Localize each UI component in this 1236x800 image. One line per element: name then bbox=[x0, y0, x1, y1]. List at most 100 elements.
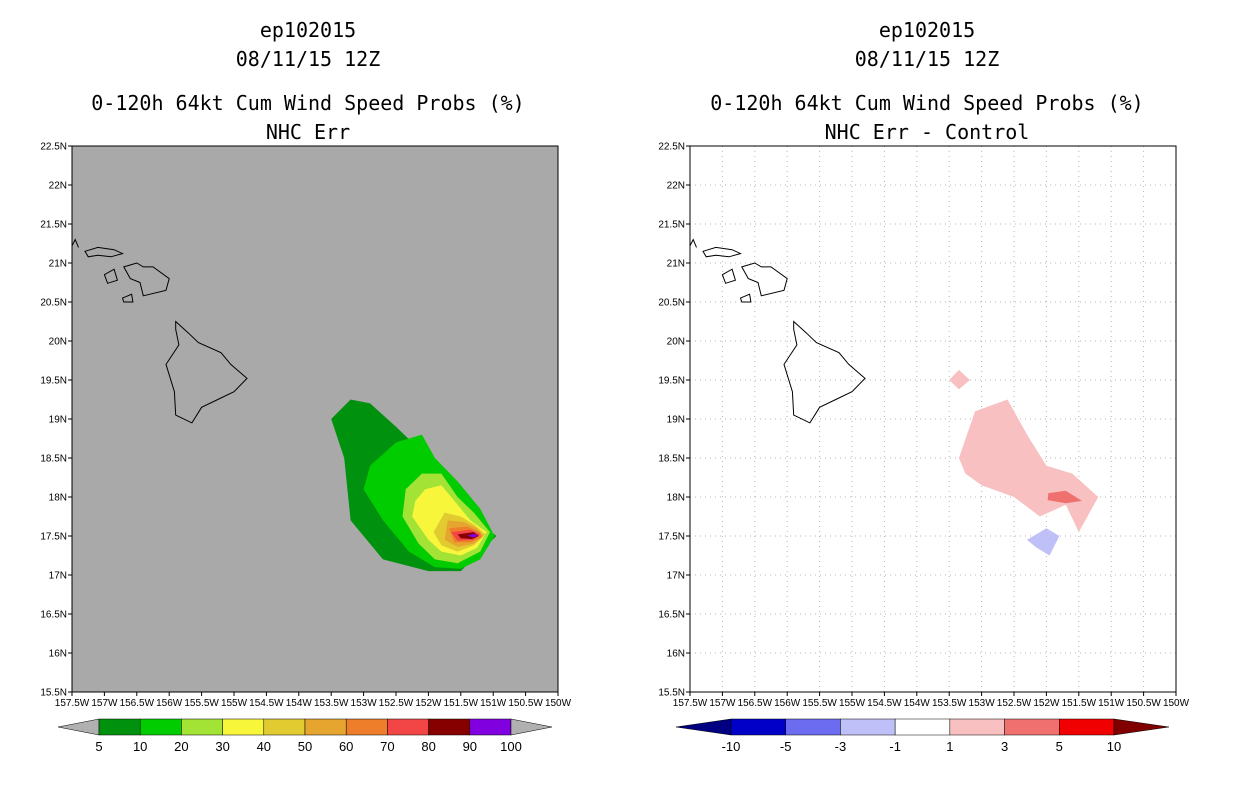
lon-tick-label: 157W bbox=[709, 698, 736, 709]
contour--3--1 bbox=[1027, 528, 1060, 556]
colorbar-right-end bbox=[510, 718, 553, 736]
colorbar-label: 3 bbox=[1001, 739, 1008, 754]
colorbar-left-end bbox=[675, 718, 732, 736]
right-colorbar: -10 -5 -3 -1 1 3 5 10 bbox=[675, 718, 1170, 754]
lon-tick-label: 150W bbox=[545, 698, 572, 709]
right-map-background bbox=[690, 146, 1176, 692]
lat-tick-label: 17N bbox=[49, 571, 67, 582]
lat-tick-label: 22N bbox=[49, 181, 67, 192]
lat-tick-label: 15.5N bbox=[40, 688, 67, 699]
lat-tick-label: 16.5N bbox=[40, 610, 67, 621]
lon-tick-label: 156.5W bbox=[120, 698, 155, 709]
island-oahu_edge bbox=[689, 238, 697, 248]
lon-tick-label: 154.5W bbox=[867, 698, 902, 709]
colorbar-swatch bbox=[840, 718, 896, 736]
lon-tick-label: 154.5W bbox=[249, 698, 284, 709]
colorbar-label: 50 bbox=[298, 739, 312, 754]
left-subtitle: NHC Err bbox=[266, 120, 350, 144]
island-molokai bbox=[702, 246, 742, 258]
left-latitude-ticks: 15.5N 16N 16.5N 17N 17.5N 18N 18.5N 19N 19.5N 20N… bbox=[40, 142, 72, 699]
colorbar-right-end bbox=[1113, 718, 1170, 736]
lat-tick-label: 19N bbox=[667, 415, 685, 426]
left-storm-title: ep102015 bbox=[260, 18, 356, 42]
island-maui bbox=[741, 262, 788, 297]
island-kahoolawe bbox=[739, 293, 752, 303]
lon-tick-label: 152.5W bbox=[379, 698, 414, 709]
contour-1-3 bbox=[949, 369, 970, 390]
lon-tick-label: 152W bbox=[1033, 698, 1060, 709]
contour-90-100 bbox=[467, 533, 478, 538]
colorbar-swatch bbox=[181, 718, 223, 736]
colorbar-label: -5 bbox=[780, 739, 792, 754]
lon-tick-label: 151W bbox=[1098, 698, 1125, 709]
lat-tick-label: 18.5N bbox=[658, 454, 685, 465]
lon-tick-label: 156W bbox=[156, 698, 183, 709]
colorbar-label: 30 bbox=[215, 739, 229, 754]
left-coastlines bbox=[71, 238, 248, 424]
colorbar-label: -10 bbox=[722, 739, 741, 754]
lon-tick-label: 154W bbox=[286, 698, 313, 709]
lat-tick-label: 18N bbox=[49, 493, 67, 504]
lon-tick-label: 155W bbox=[221, 698, 248, 709]
colorbar-label: 40 bbox=[257, 739, 271, 754]
left-map-background bbox=[72, 146, 558, 692]
lat-tick-label: 20.5N bbox=[658, 298, 685, 309]
colorbar-label: 5 bbox=[1056, 739, 1063, 754]
left-probability-contours bbox=[331, 399, 497, 572]
colorbar-swatch bbox=[1059, 718, 1115, 736]
colorbar-swatch bbox=[785, 718, 841, 736]
colorbar-label: 1 bbox=[946, 739, 953, 754]
lon-tick-label: 155W bbox=[839, 698, 866, 709]
colorbar-swatch bbox=[730, 718, 786, 736]
island-lanai bbox=[721, 268, 737, 284]
colorbar-label: 10 bbox=[133, 739, 147, 754]
right-subtitle: NHC Err - Control bbox=[825, 120, 1030, 144]
left-colorbar: 5 10 20 30 40 50 60 70 80 90 100 bbox=[57, 718, 553, 754]
lat-tick-label: 17.5N bbox=[40, 532, 67, 543]
lat-tick-label: 16N bbox=[49, 649, 67, 660]
right-storm-title: ep102015 bbox=[879, 18, 975, 42]
island-kahoolawe bbox=[121, 293, 134, 303]
lat-tick-label: 19.5N bbox=[40, 376, 67, 387]
colorbar-swatch bbox=[1004, 718, 1060, 736]
colorbar-label: 90 bbox=[463, 739, 477, 754]
island-molokai bbox=[84, 246, 124, 258]
lat-tick-label: 22.5N bbox=[40, 142, 67, 153]
lat-tick-label: 18.5N bbox=[40, 454, 67, 465]
left-map-panel: 15.5N 16N 16.5N 17N 17.5N 18N 18.5N 19N 19.5N 20N… bbox=[40, 142, 571, 710]
lat-tick-label: 20N bbox=[49, 337, 67, 348]
lon-tick-label: 150.5W bbox=[1126, 698, 1161, 709]
colorbar-swatch bbox=[139, 718, 182, 736]
lat-tick-label: 21.5N bbox=[658, 220, 685, 231]
lon-tick-label: 157W bbox=[91, 698, 118, 709]
lon-tick-label: 157.5W bbox=[673, 698, 708, 709]
island-lanai bbox=[103, 268, 119, 284]
lat-tick-label: 20.5N bbox=[40, 298, 67, 309]
colorbar-label: 100 bbox=[500, 739, 522, 754]
lon-tick-label: 154W bbox=[904, 698, 931, 709]
lat-tick-label: 15.5N bbox=[658, 688, 685, 699]
right-difference-contours bbox=[949, 369, 1099, 556]
lat-tick-label: 19N bbox=[49, 415, 67, 426]
colorbar-swatch bbox=[949, 718, 1005, 736]
right-datetime-title: 08/11/15 12Z bbox=[855, 47, 1000, 71]
right-map-panel: 15.5N 16N 16.5N 17N 17.5N 18N 18.5N 19N 19.5N 20N… bbox=[658, 142, 1189, 710]
island-hawaii bbox=[165, 320, 248, 424]
contour-3-5 bbox=[1047, 490, 1082, 504]
lon-tick-label: 150.5W bbox=[508, 698, 543, 709]
right-longitude-ticks: 157.5W 157W 156.5W 156W 155.5W 155W 154.5W 154W… bbox=[673, 692, 1190, 709]
colorbar-swatch bbox=[263, 718, 306, 736]
colorbar-label: 70 bbox=[380, 739, 394, 754]
lon-tick-label: 156W bbox=[774, 698, 801, 709]
lon-tick-label: 153.5W bbox=[314, 698, 349, 709]
colorbar-label: 80 bbox=[421, 739, 435, 754]
island-oahu_edge bbox=[71, 238, 79, 248]
lon-tick-label: 152.5W bbox=[997, 698, 1032, 709]
lat-tick-label: 22.5N bbox=[658, 142, 685, 153]
colorbar-swatch bbox=[894, 718, 951, 736]
colorbar-swatch bbox=[387, 718, 429, 736]
lon-tick-label: 150W bbox=[1163, 698, 1190, 709]
lat-tick-label: 20N bbox=[667, 337, 685, 348]
lon-tick-label: 151W bbox=[480, 698, 507, 709]
